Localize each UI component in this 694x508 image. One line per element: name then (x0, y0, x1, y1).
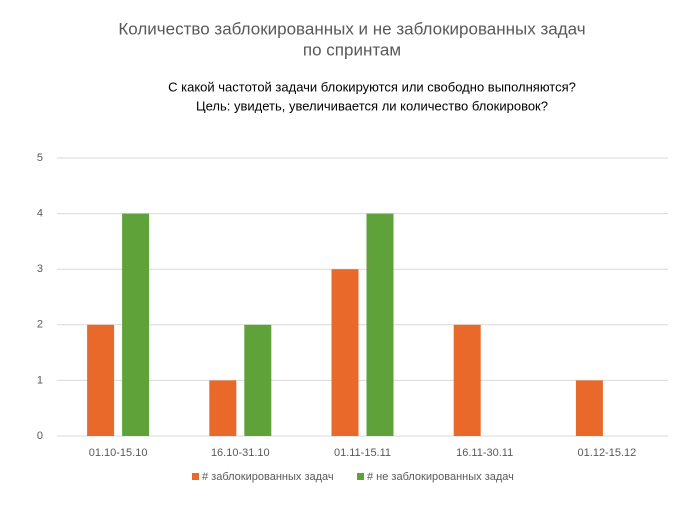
legend-label: # не заблокированных задач (367, 471, 514, 483)
x-tick-label: 01.10-15.10 (89, 447, 148, 459)
chart-subtitle: Цель: увидеть, увеличивается ли количест… (196, 98, 548, 113)
y-tick-label: 5 (37, 152, 43, 164)
bar (244, 324, 272, 436)
bar (575, 380, 603, 436)
x-tick-label: 01.12-15.12 (578, 447, 637, 459)
bar (366, 213, 394, 436)
x-tick-label: 16.11-30.11 (456, 447, 513, 459)
x-tick-label: 01.11-15.11 (334, 447, 391, 459)
legend-swatch (192, 473, 199, 480)
bar (453, 324, 481, 436)
chart-title: Количество заблокированных и не заблокир… (118, 19, 585, 38)
chart-title: по спринтам (303, 40, 401, 59)
bar (122, 213, 150, 436)
bar (209, 380, 237, 436)
x-tick-label: 16.10-31.10 (211, 447, 270, 459)
y-tick-label: 3 (37, 263, 43, 275)
y-tick-label: 1 (37, 374, 43, 386)
y-tick-label: 0 (37, 430, 43, 442)
bar (331, 269, 359, 436)
y-tick-label: 4 (37, 208, 43, 220)
bar (87, 324, 115, 436)
y-tick-label: 2 (37, 319, 43, 331)
legend-label: # заблокированных задач (202, 471, 334, 483)
chart-subtitle: С какой частотой задачи блокируются или … (168, 79, 576, 94)
legend-swatch (357, 473, 364, 480)
